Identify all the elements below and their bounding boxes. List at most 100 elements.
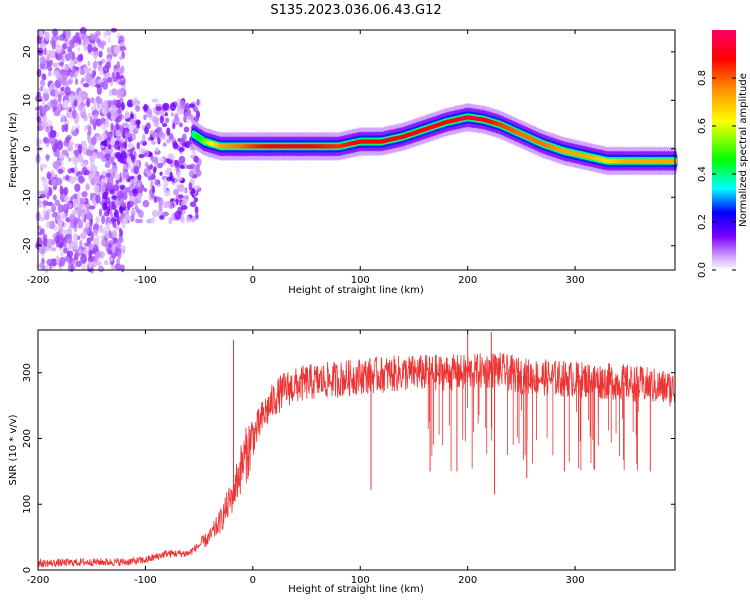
- spectrogram-cell: [115, 116, 122, 123]
- spectrogram-cell: [80, 232, 87, 240]
- spectrogram-x-tick-label: -100: [134, 275, 157, 286]
- spectrogram-cell: [111, 88, 118, 96]
- spectrogram-cell: [166, 176, 173, 182]
- spectrogram-cell: [63, 186, 69, 196]
- spectrogram-cell: [105, 61, 112, 70]
- spectrogram-cell: [158, 157, 165, 163]
- spectrogram-cell: [77, 54, 83, 62]
- spectrogram-x-tick-label: -200: [27, 275, 50, 286]
- snr-plot-area: [38, 330, 675, 570]
- spectrogram-cell: [45, 138, 51, 144]
- spectrogram-cell: [95, 118, 102, 127]
- spectrogram-cell: [65, 234, 72, 244]
- spectrogram-cell: [39, 216, 46, 222]
- spectrogram-cell: [65, 53, 71, 62]
- spectrogram-cell: [180, 216, 185, 224]
- spectrogram-cell: [150, 217, 156, 224]
- spectrogram-ridge: [191, 103, 678, 176]
- spectrogram-cell: [67, 168, 72, 174]
- spectrogram-cell: [90, 178, 97, 186]
- spectrogram-cell: [169, 102, 176, 112]
- spectrogram-cell: [77, 46, 81, 52]
- spectrogram-cell: [110, 156, 114, 162]
- spectrogram-cell: [168, 217, 173, 225]
- spectrogram-cell: [151, 98, 159, 103]
- spectrogram-cell: [48, 220, 56, 230]
- snr-frame: [37, 329, 676, 571]
- spectrogram-cell: [55, 148, 60, 159]
- spectrogram-cell: [162, 211, 169, 217]
- snr-x-label: Height of straight line (km): [288, 584, 424, 595]
- spectrogram-cell: [106, 222, 111, 231]
- spectrogram-cell: [47, 124, 51, 133]
- spectrogram-cell: [192, 150, 196, 158]
- spectrogram-cell: [62, 71, 69, 80]
- spectrogram-cell: [196, 164, 200, 171]
- spectrogram-cell: [87, 125, 92, 136]
- spectrogram-cell: [110, 106, 118, 114]
- spectrogram-cell: [54, 235, 61, 244]
- spectrogram-cell: [41, 107, 47, 116]
- spectrogram-cell: [115, 129, 121, 137]
- snr-y-tick-label: 200: [22, 429, 33, 448]
- spectrogram-cell: [196, 98, 200, 106]
- spectrogram-cell: [36, 68, 42, 78]
- spectrogram-cell: [102, 191, 108, 200]
- spectrogram-cell: [89, 39, 96, 44]
- spectrogram-cell: [94, 113, 98, 119]
- spectrogram-cell: [72, 108, 77, 119]
- spectrogram-cell: [188, 182, 193, 191]
- spectrogram-cell: [101, 170, 107, 176]
- colorbar: 0.0 0.2 0.4 0.6 0.8 Normalized spectral ampl…: [697, 30, 749, 278]
- snr-y-ticks: 0 100 200 300: [22, 363, 675, 573]
- spectrogram-cell: [122, 170, 129, 179]
- spectrogram-cell: [104, 153, 111, 160]
- spectrogram-cell: [110, 217, 117, 223]
- spectrogram-cell: [176, 173, 180, 181]
- spectrogram-cell: [136, 142, 141, 150]
- spectrogram-cell: [93, 223, 100, 231]
- spectrogram-cell: [57, 93, 62, 103]
- spectrogram-cell: [163, 190, 171, 197]
- spectrogram-cell: [74, 183, 81, 192]
- spectrogram-cell: [106, 47, 111, 55]
- spectrogram-cell: [73, 99, 78, 107]
- spectrogram-cell: [117, 88, 125, 95]
- spectrogram-cell: [41, 97, 45, 106]
- spectrogram-cell: [127, 142, 134, 150]
- spectrogram-cell: [57, 204, 64, 213]
- spectrogram-cell: [47, 201, 53, 207]
- spectrogram-cell: [193, 197, 198, 203]
- spectrogram-cell: [101, 42, 105, 50]
- spectrogram-cell: [175, 166, 180, 173]
- spectrogram-cell: [93, 200, 98, 206]
- spectrogram-cell: [180, 205, 188, 210]
- spectrogram-cell: [121, 102, 125, 111]
- snr-y-tick-label: 300: [22, 363, 33, 382]
- spectrogram-cell: [83, 169, 90, 176]
- spectrogram-cell: [118, 215, 123, 222]
- spectrogram-cell: [40, 163, 48, 169]
- spectrogram-cell: [63, 241, 67, 248]
- spectrogram-cell: [37, 231, 43, 236]
- spectrogram-cell: [190, 217, 196, 223]
- spectrogram-cell: [106, 182, 113, 190]
- spectrogram-cell: [129, 184, 135, 190]
- spectrogram-y-ticks: -20 -10 0 10 20: [22, 45, 675, 254]
- spectrogram-cell: [117, 199, 122, 207]
- snr-x-tick-label: 300: [566, 575, 585, 586]
- spectrogram-cell: [147, 175, 153, 181]
- spectrogram-cell: [130, 154, 136, 163]
- spectrogram-cell: [172, 142, 179, 150]
- spectrogram-cell: [48, 59, 53, 67]
- spectrogram-cell: [131, 97, 139, 106]
- spectrogram-cell: [101, 132, 108, 141]
- spectrogram-cell: [51, 39, 56, 49]
- spectrogram-cell: [131, 212, 135, 221]
- spectrogram-cell: [169, 133, 174, 141]
- spectrogram-cell: [46, 258, 54, 267]
- spectrogram-cell: [72, 198, 79, 204]
- colorbar-ticks: 0.0 0.2 0.4 0.6 0.8: [697, 70, 736, 278]
- spectrogram-cell: [125, 132, 132, 138]
